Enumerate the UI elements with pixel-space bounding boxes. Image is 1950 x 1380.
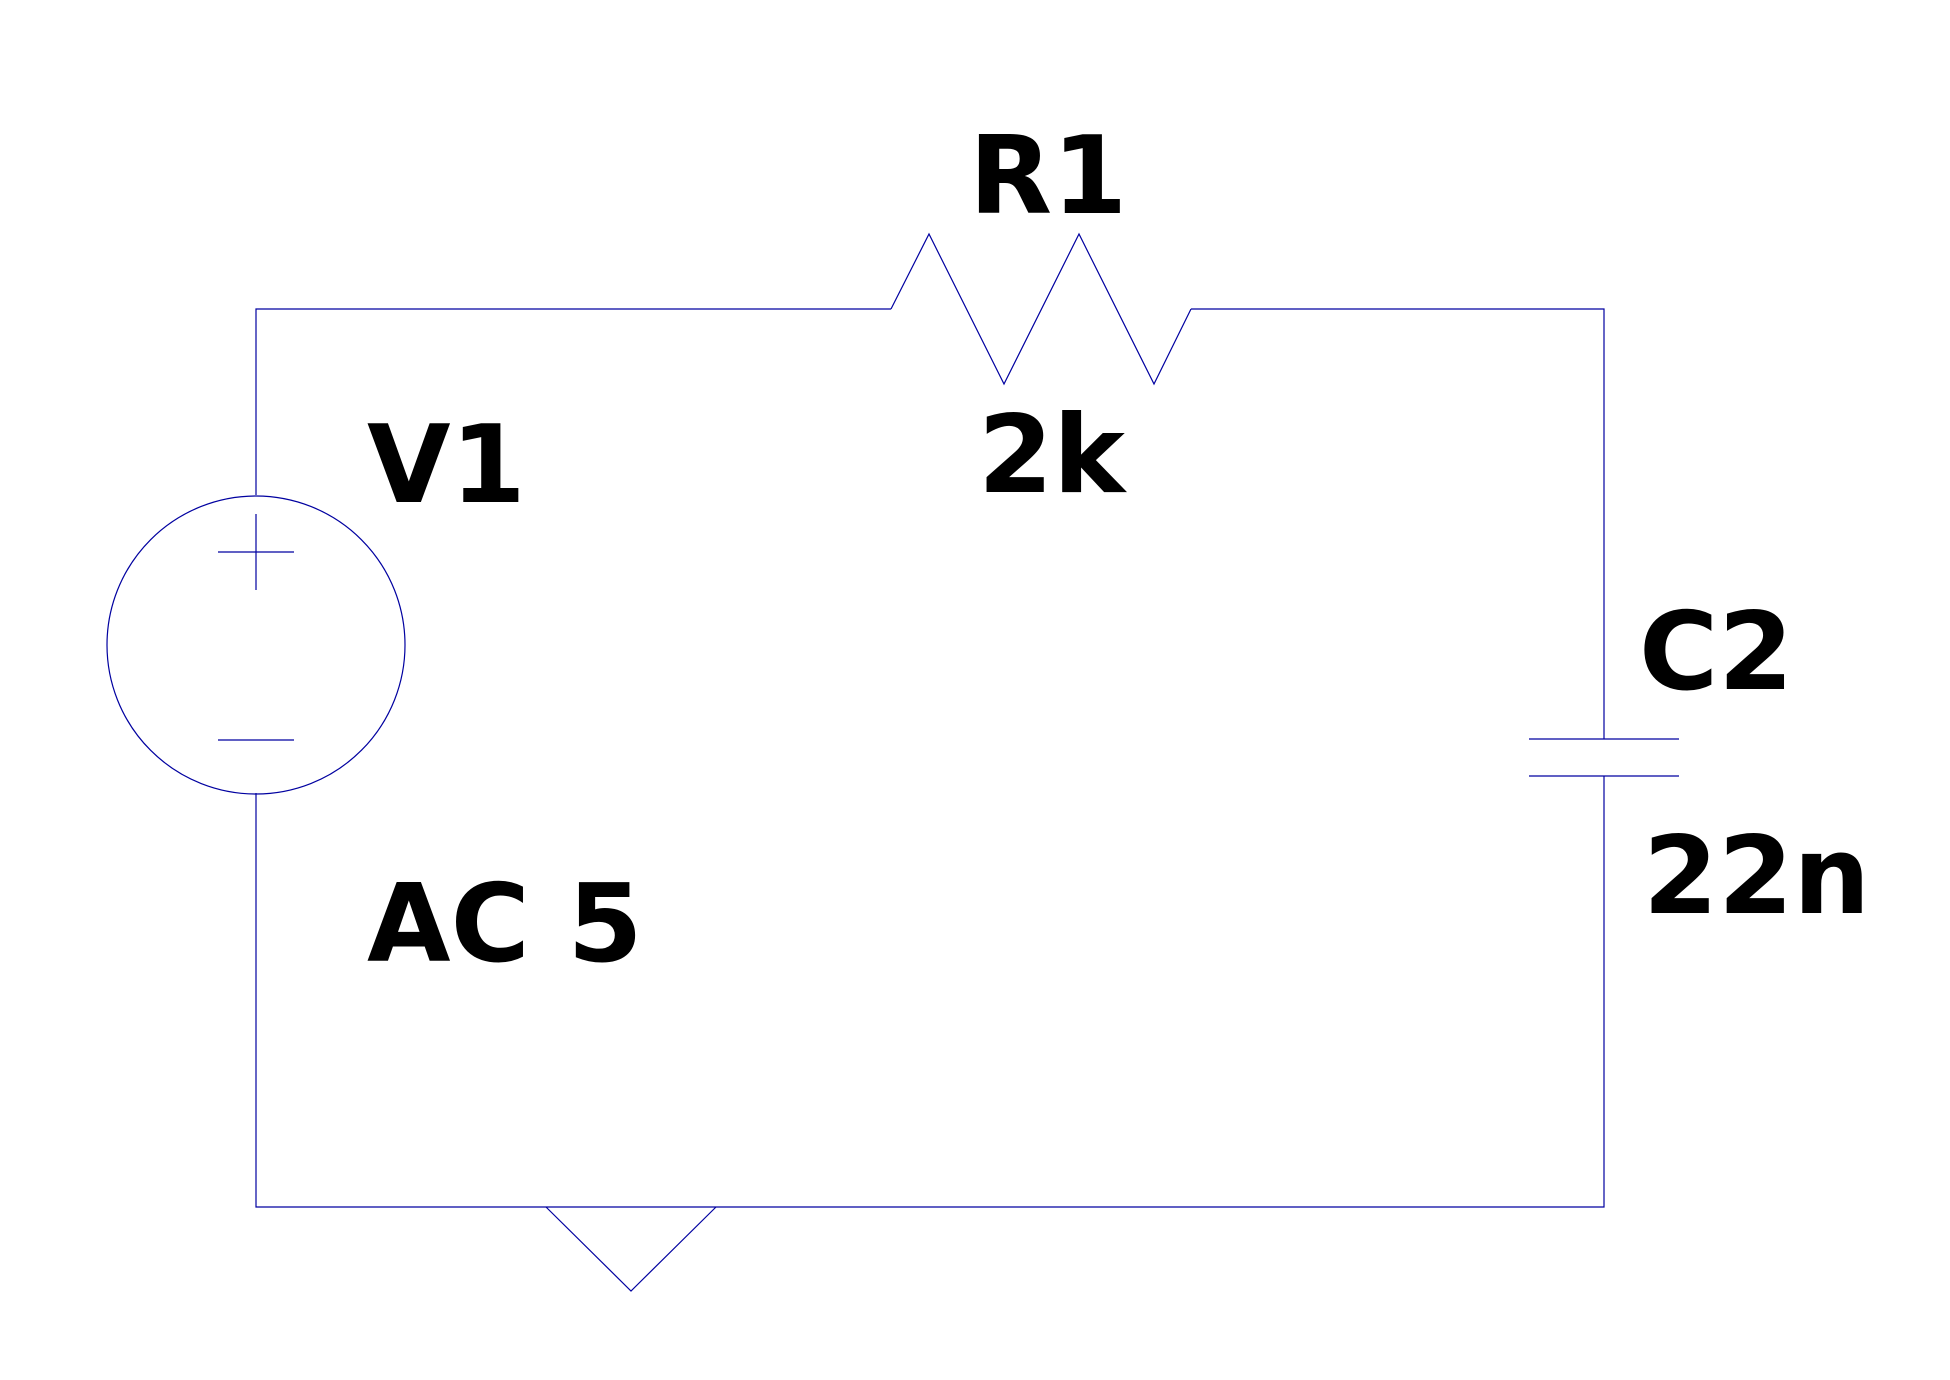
voltage-source-value-label: AC 5 <box>367 862 643 987</box>
resistor-value-label: 2k <box>978 393 1127 518</box>
voltage-source-icon <box>106 495 406 795</box>
wires <box>255 308 1605 1208</box>
capacitor-value-label: 22n <box>1643 814 1870 939</box>
ground-icon <box>545 1206 717 1292</box>
ground-symbol[interactable] <box>545 1206 717 1292</box>
wire-right-bottom[interactable] <box>255 776 1605 1208</box>
resistor-name-label: R1 <box>969 114 1127 239</box>
voltage-source-name-label: V1 <box>367 403 526 528</box>
resistor-r1[interactable] <box>890 232 1192 386</box>
resistor-icon <box>890 232 1192 386</box>
capacitor-c2[interactable] <box>1529 738 1679 777</box>
voltage-source-v1[interactable] <box>106 495 406 795</box>
wire-top-left[interactable] <box>255 308 891 495</box>
wire-top-right[interactable] <box>1191 308 1605 739</box>
capacitor-name-label: C2 <box>1639 590 1793 715</box>
